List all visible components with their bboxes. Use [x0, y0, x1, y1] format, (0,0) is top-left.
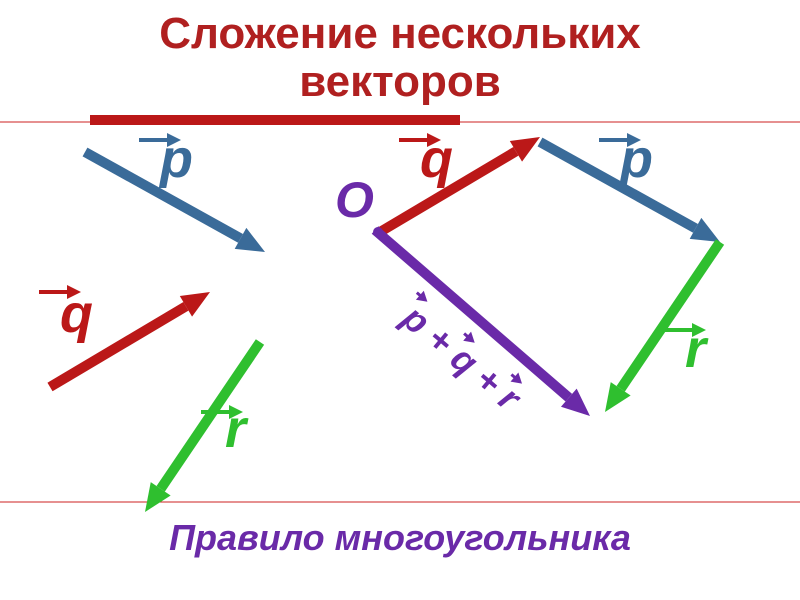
svg-text:q: q	[60, 284, 93, 344]
title-line2: векторов	[299, 57, 501, 106]
svg-text:r: r	[225, 399, 249, 459]
svg-text:r: r	[685, 319, 709, 379]
svg-text:p + q + r: p + q + r	[394, 296, 530, 419]
svg-text:p: p	[158, 129, 193, 189]
page-title: Сложение нескольких векторов	[0, 0, 800, 107]
svg-text:O: O	[335, 172, 374, 228]
vector-diagram: p q r q p r Op + q + r	[0, 107, 800, 517]
subtitle-text: Правило многоугольника	[169, 517, 631, 558]
subtitle: Правило многоугольника	[0, 517, 800, 559]
svg-text:p: p	[618, 129, 653, 189]
title-line1: Сложение нескольких	[159, 9, 641, 58]
svg-text:q: q	[420, 129, 453, 189]
